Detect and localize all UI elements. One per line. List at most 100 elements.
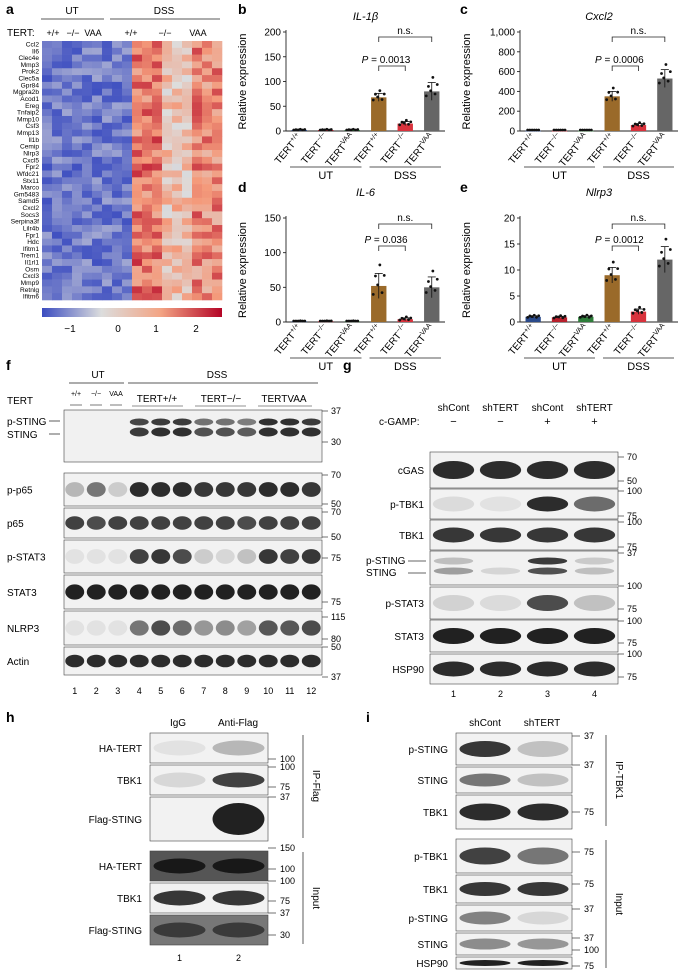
heatmap-cell xyxy=(102,184,113,192)
heatmap-cell xyxy=(72,88,83,96)
chart-xtick-label: TERTVAA xyxy=(557,322,592,360)
heatmap-cell xyxy=(42,75,53,83)
heatmap-cell xyxy=(52,163,63,171)
chart-bar xyxy=(604,275,620,322)
blot-band xyxy=(172,482,192,497)
heatmap-cell xyxy=(82,177,93,185)
heatmap-cell xyxy=(122,88,133,96)
blot-i-mw-label: 37 xyxy=(584,731,594,741)
heatmap-cell xyxy=(212,88,223,96)
heatmap-cell xyxy=(192,129,203,137)
heatmap-cell xyxy=(162,68,173,76)
chart-data-point xyxy=(636,123,639,127)
heatmap-cell xyxy=(62,225,73,233)
blot-f-row-sting: STING xyxy=(7,430,38,441)
heatmap-cell xyxy=(212,150,223,158)
heatmap-cell xyxy=(192,61,203,69)
heatmap-cell xyxy=(212,54,223,62)
heatmap-cell xyxy=(72,245,83,253)
blot-g-lane-3: 3 xyxy=(545,689,550,699)
heatmap-cell xyxy=(82,102,93,110)
heatmap-cell xyxy=(212,238,223,246)
chart-data-point xyxy=(633,308,637,312)
heatmap-cell xyxy=(52,143,63,151)
heatmap-cell xyxy=(62,279,73,287)
heatmap-cell xyxy=(122,218,133,226)
heatmap-cell xyxy=(112,129,123,137)
heatmap-cell xyxy=(92,184,103,192)
heatmap-cell xyxy=(92,177,103,185)
blot-band xyxy=(212,740,265,756)
heatmap-cell xyxy=(152,81,163,90)
heatmap-cell xyxy=(132,102,143,110)
chart-data-point xyxy=(409,316,413,320)
heatmap-cell xyxy=(102,115,113,124)
blot-band xyxy=(280,418,300,426)
heatmap-gene-osm: Osm xyxy=(25,266,39,273)
heatmap-cell xyxy=(162,272,173,280)
heatmap-cell xyxy=(62,109,73,117)
heatmap-cell xyxy=(82,279,93,287)
heatmap-cell xyxy=(52,115,63,124)
heatmap-cell xyxy=(42,41,53,49)
heatmap-cell xyxy=(102,252,113,260)
heatmap-cell xyxy=(202,293,213,301)
chart-data-point xyxy=(356,128,360,131)
chart-data-point xyxy=(559,128,562,132)
heatmap-cell xyxy=(202,218,213,226)
panel-label-d: d xyxy=(238,179,247,195)
heatmap-cell xyxy=(72,109,83,117)
chart-data-point xyxy=(585,313,589,317)
blot-strip-bg xyxy=(63,472,323,507)
heatmap-cell xyxy=(162,75,173,83)
heatmap-gene-gpr84: Gpr84 xyxy=(21,82,40,89)
chart-data-point xyxy=(345,319,349,323)
heatmap-cell xyxy=(192,75,203,83)
heatmap-genotype-labels: +/+ −/− VAA +/+ −/− VAA xyxy=(46,28,206,38)
chart-data-point xyxy=(614,97,617,101)
heatmap-cell xyxy=(92,238,103,246)
heatmap-cell xyxy=(62,150,73,158)
chart-data-point xyxy=(552,128,556,132)
blot-f-row-p65: p65 xyxy=(7,519,24,530)
chart-ytick-label: 20 xyxy=(504,214,516,225)
heatmap-cell xyxy=(142,197,153,205)
heatmap-cell xyxy=(62,238,73,246)
heatmap-cell xyxy=(182,190,193,199)
heatmap-cell xyxy=(82,129,93,137)
heatmap-cell xyxy=(152,115,163,124)
blot-band xyxy=(212,772,265,788)
blot-h-mw-label: 37 xyxy=(280,792,290,802)
chart-p-label: P = 0.0006 xyxy=(595,55,644,66)
heatmap-cell xyxy=(82,184,93,192)
chart-data-point xyxy=(664,237,668,241)
heatmap-cell xyxy=(202,265,213,274)
heatmap-cell xyxy=(122,184,133,192)
heatmap-cell xyxy=(42,177,53,185)
heatmap-cell xyxy=(142,95,153,103)
blot-f-mw-label: 50 xyxy=(331,499,341,509)
heatmap-cell xyxy=(152,279,163,287)
heatmap-cell xyxy=(162,163,173,171)
heatmap-cell xyxy=(162,190,173,199)
heatmap-cell xyxy=(142,204,153,212)
chart-data-point xyxy=(371,98,375,102)
blot-band xyxy=(517,847,569,865)
heatmap-cell xyxy=(172,177,183,185)
blot-band xyxy=(301,482,321,497)
heatmap-cell xyxy=(162,61,173,69)
heatmap-cell xyxy=(42,252,53,260)
chart-data-point xyxy=(605,279,609,282)
chart-title: Nlrp3 xyxy=(586,187,613,199)
heatmap-cell xyxy=(182,156,193,164)
blot-band xyxy=(129,620,149,636)
chart-data-point xyxy=(561,128,565,132)
heatmap-cell xyxy=(142,156,153,164)
blot-i-input-row-p-tbk1: p-TBK1 xyxy=(414,852,448,863)
heatmap-cell xyxy=(92,95,103,103)
blot-strip-bg xyxy=(63,539,323,574)
heatmap-cell xyxy=(132,109,143,117)
heatmap-cell xyxy=(42,293,53,301)
heatmap-cell xyxy=(192,184,203,192)
heatmap-cell xyxy=(142,279,153,287)
